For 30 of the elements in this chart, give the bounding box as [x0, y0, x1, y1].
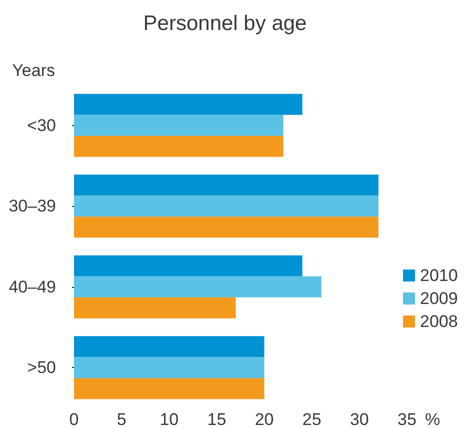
- y-tick-label: >50: [27, 358, 56, 378]
- y-tick-label: 40–49: [8, 277, 56, 296]
- x-tick-label: 0: [69, 410, 79, 428]
- bar: [74, 357, 264, 378]
- bar: [74, 94, 302, 115]
- legend-label: 2008: [420, 312, 458, 331]
- bar: [74, 276, 322, 298]
- bar: [74, 136, 284, 157]
- y-tick-label: 30–39: [8, 196, 56, 216]
- x-tick-label: 5: [116, 410, 126, 428]
- bar: [74, 378, 264, 400]
- bar: [74, 336, 264, 358]
- legend-label: 2010: [420, 266, 458, 285]
- legend-label: 2009: [420, 289, 458, 308]
- bar: [74, 297, 236, 318]
- x-tick-label: 35: [398, 410, 416, 428]
- bar: [74, 216, 378, 238]
- x-tick-label: 10: [160, 410, 179, 428]
- y-axis-title: Years: [12, 61, 55, 80]
- x-tick-label: 30: [350, 410, 369, 428]
- x-tick-label: 25: [302, 410, 322, 428]
- x-tick-label: 20: [254, 410, 274, 428]
- x-axis-title: %: [425, 410, 440, 428]
- bar: [74, 196, 378, 217]
- y-tick-label: <30: [27, 116, 56, 135]
- chart-title: Personnel by age: [143, 12, 307, 35]
- x-tick-label: 15: [207, 410, 226, 428]
- bar: [74, 174, 378, 196]
- bar: [74, 114, 284, 136]
- bar: [74, 255, 302, 276]
